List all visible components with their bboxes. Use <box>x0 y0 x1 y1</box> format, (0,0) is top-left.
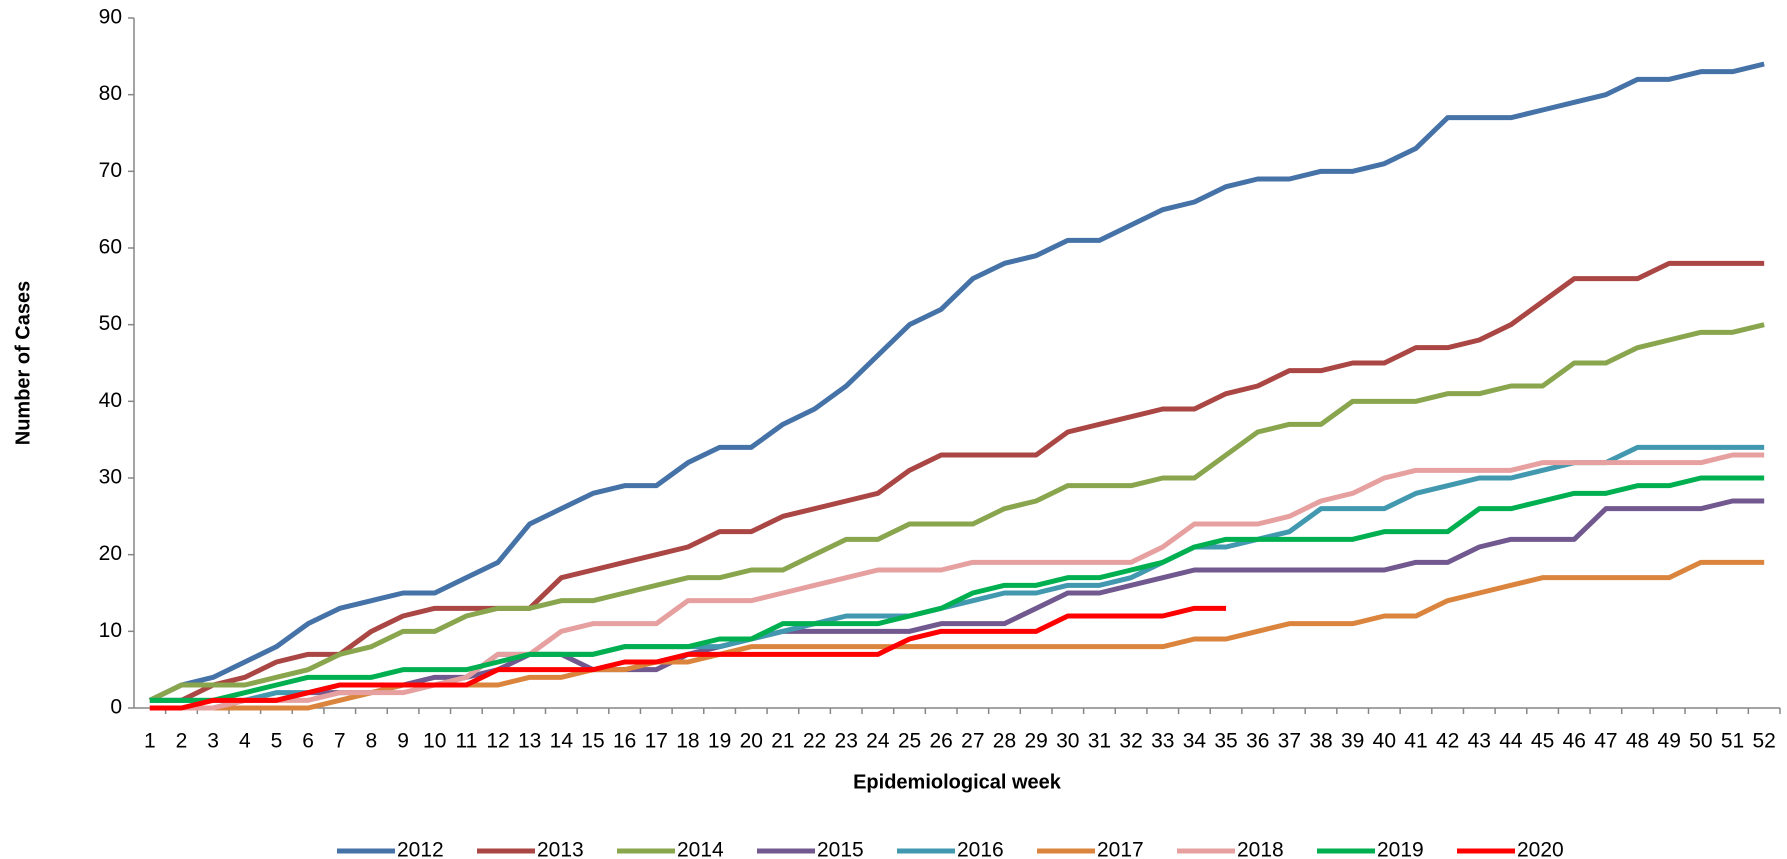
x-tick-label: 11 <box>455 730 477 753</box>
x-tick-label: 19 <box>708 730 731 753</box>
x-tick-label: 48 <box>1626 730 1649 753</box>
y-tick-label: 70 <box>99 159 122 182</box>
series-line <box>149 452 1765 711</box>
series-line <box>149 498 1765 711</box>
series-line <box>149 605 1227 711</box>
x-tick-label: 13 <box>518 730 541 753</box>
x-tick-label: 41 <box>1404 730 1427 753</box>
x-tick-label: 14 <box>550 730 574 753</box>
x-tick-label: 17 <box>645 730 668 753</box>
x-tick-label: 26 <box>929 730 952 753</box>
legend-label: 2016 <box>957 839 1004 859</box>
x-tick-label: 42 <box>1436 730 1459 753</box>
x-tick-label: 21 <box>771 730 794 753</box>
x-tick-label: 47 <box>1594 730 1617 753</box>
y-tick-label: 60 <box>99 236 122 259</box>
x-tick-label: 34 <box>1183 730 1207 753</box>
x-tick-label: 22 <box>803 730 826 753</box>
y-axis-title: Number of Cases <box>12 281 34 446</box>
x-tick-label: 27 <box>961 730 984 753</box>
y-tick-label: 20 <box>99 542 122 565</box>
legend-label: 2018 <box>1237 839 1284 859</box>
y-tick-label: 30 <box>99 466 122 489</box>
x-tick-label: 39 <box>1341 730 1364 753</box>
x-tick-label: 36 <box>1246 730 1269 753</box>
x-tick-label: 43 <box>1468 730 1491 753</box>
y-tick-label: 40 <box>99 389 122 412</box>
x-tick-label: 15 <box>581 730 604 753</box>
series-line <box>149 260 1765 703</box>
x-tick-label: 46 <box>1563 730 1586 753</box>
y-tick-label: 10 <box>99 619 122 642</box>
x-tick-label: 23 <box>835 730 858 753</box>
x-tick-label: 30 <box>1056 730 1079 753</box>
x-tick-label: 16 <box>613 730 636 753</box>
x-tick-label: 6 <box>302 730 314 753</box>
y-tick-label: 90 <box>99 6 122 29</box>
x-tick-label: 31 <box>1088 730 1111 753</box>
x-tick-label: 50 <box>1689 730 1712 753</box>
legend-label: 2014 <box>677 839 724 859</box>
x-tick-label: 49 <box>1658 730 1681 753</box>
series-line <box>148 322 1765 703</box>
x-tick-label: 7 <box>334 730 346 753</box>
legend-label: 2017 <box>1097 839 1144 859</box>
x-tick-label: 51 <box>1721 730 1744 753</box>
legend-label: 2015 <box>817 839 864 859</box>
x-tick-label: 52 <box>1752 730 1775 753</box>
series-line <box>149 475 1765 703</box>
y-tick-label: 0 <box>110 696 122 719</box>
x-tick-label: 10 <box>423 730 446 753</box>
legend-label: 2019 <box>1377 839 1424 859</box>
x-tick-label: 38 <box>1309 730 1332 753</box>
x-tick-label: 33 <box>1151 730 1174 753</box>
x-tick-label: 4 <box>239 730 251 753</box>
x-tick-label: 8 <box>366 730 378 753</box>
x-tick-label: 20 <box>740 730 763 753</box>
x-tick-label: 9 <box>397 730 409 753</box>
x-tick-label: 24 <box>866 730 890 753</box>
x-tick-label: 40 <box>1373 730 1396 753</box>
x-tick-label: 3 <box>207 730 219 753</box>
legend-label: 2013 <box>537 839 584 859</box>
x-tick-label: 1 <box>144 730 156 753</box>
x-tick-label: 5 <box>271 730 283 753</box>
y-tick-label: 80 <box>99 82 122 105</box>
x-tick-label: 18 <box>676 730 699 753</box>
x-tick-label: 35 <box>1214 730 1237 753</box>
x-tick-label: 29 <box>1024 730 1047 753</box>
x-tick-label: 45 <box>1531 730 1554 753</box>
series-line <box>149 444 1765 703</box>
x-tick-label: 37 <box>1278 730 1301 753</box>
x-tick-label: 12 <box>486 730 509 753</box>
x-tick-label: 44 <box>1499 730 1523 753</box>
x-tick-label: 32 <box>1119 730 1142 753</box>
x-tick-label: 28 <box>993 730 1016 753</box>
legend-label: 2020 <box>1517 839 1564 859</box>
x-tick-label: 25 <box>898 730 921 753</box>
y-tick-label: 50 <box>99 312 122 335</box>
series-line <box>148 61 1765 703</box>
x-tick-label: 2 <box>176 730 188 753</box>
x-axis-title: Epidemiological week <box>853 771 1062 793</box>
legend-label: 2012 <box>397 839 444 859</box>
